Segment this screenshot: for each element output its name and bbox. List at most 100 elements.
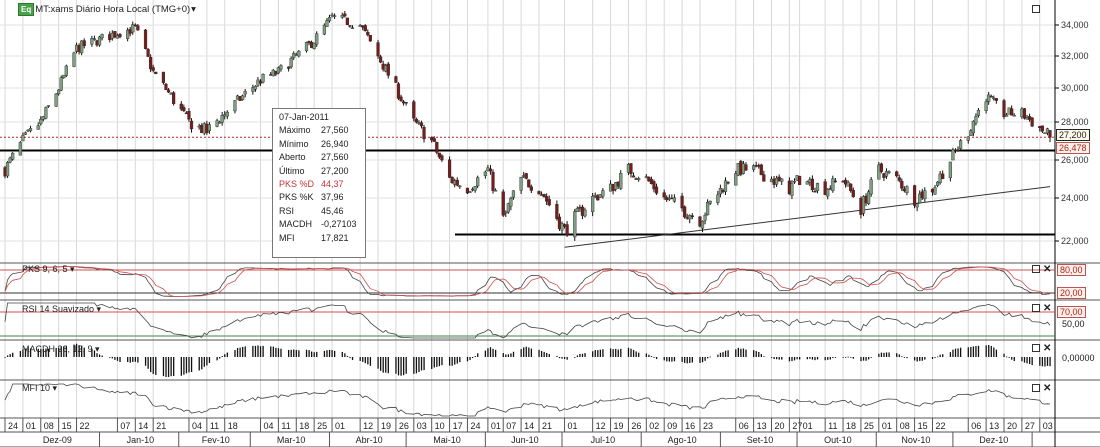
close-icon[interactable]: ✕ [1043, 343, 1052, 354]
macdh-bar [949, 352, 952, 357]
candle [241, 94, 245, 101]
macdh-bar [216, 357, 218, 361]
x-day-label: 21 [156, 421, 166, 431]
candle-body [762, 174, 766, 182]
maximize-icon[interactable] [1032, 384, 1040, 392]
candle-body [315, 33, 319, 45]
candle-body [700, 220, 705, 229]
macdh-bar [666, 357, 668, 362]
candle [322, 23, 326, 36]
macdh-bar [114, 357, 116, 360]
x-month-label: Set-10 [747, 435, 774, 445]
candle-body [261, 74, 265, 83]
candle-body [118, 34, 122, 38]
rsi-indicator-label[interactable]: RSI 14 Suavizado ▾ [22, 304, 102, 314]
macdh-bar [1049, 357, 1051, 367]
x-month-label: Jan-10 [127, 435, 155, 445]
macdh-bar [990, 345, 992, 357]
macdh-indicator-label[interactable]: MACDH 26, 12, 9 ▾ [22, 344, 100, 354]
candle-body [688, 215, 692, 220]
candle-body [62, 74, 66, 78]
candle-body [672, 197, 677, 202]
candle-body [82, 40, 86, 47]
candle [473, 185, 477, 193]
candle [90, 35, 94, 47]
macdh-bar [975, 346, 977, 357]
macdh-bar [494, 349, 497, 357]
candle [759, 163, 763, 176]
maximize-icon[interactable] [1032, 5, 1040, 13]
macdh-bar [525, 346, 527, 357]
macdh-bar [19, 350, 22, 357]
x-day-label: 07 [120, 421, 130, 431]
macdh-bar [433, 357, 435, 368]
mfi-indicator-label[interactable]: MFI 10 ▾ [22, 383, 58, 393]
candle [366, 29, 370, 37]
candle [315, 31, 319, 47]
candle-body [654, 186, 659, 194]
macdh-bar [936, 356, 939, 358]
macdh-bar [37, 348, 39, 357]
candle-body [343, 13, 347, 17]
macdh-bar [441, 357, 443, 366]
macdh-bar [119, 357, 121, 363]
candle-body [706, 201, 710, 216]
macdh-bar [1011, 357, 1013, 360]
candle-body [974, 116, 978, 124]
macdh-bar [781, 357, 783, 360]
x-day-label: 07 [506, 421, 516, 431]
maximize-icon[interactable] [1032, 304, 1040, 312]
chart-title[interactable]: Eq MT:xams Diário Hora Local (TMG+0) ▾ [18, 3, 196, 16]
pks-indicator-label[interactable]: PKS 9, 6, 5 ▾ [22, 264, 75, 274]
macdh-bar [791, 357, 793, 362]
candle-body [887, 171, 891, 173]
macdh-bar [957, 348, 959, 357]
close-icon[interactable]: ✕ [1043, 303, 1052, 314]
candle [662, 189, 666, 200]
x-day-label: 01 [491, 421, 501, 431]
x-month-label: Ago-10 [668, 435, 697, 445]
candle [151, 64, 155, 73]
candle [412, 99, 416, 122]
macdh-bar [308, 350, 310, 357]
maximize-icon[interactable] [1032, 265, 1040, 273]
candle [654, 183, 659, 195]
x-day-label: 15 [62, 421, 72, 431]
macdh-bar [487, 348, 489, 357]
macdh-bar [155, 357, 157, 375]
candle-body [126, 29, 130, 39]
candle [631, 172, 636, 178]
macdh-bar [344, 353, 346, 357]
candle-body [28, 128, 33, 132]
macdh-bar [924, 357, 926, 360]
trend-line [564, 186, 1051, 248]
candle [542, 193, 546, 198]
macdh-bar [709, 356, 711, 358]
macdh-bar [952, 349, 954, 357]
candle-body [966, 136, 970, 141]
candle [143, 29, 148, 50]
macdh-bar [270, 346, 272, 357]
chevron-down-icon[interactable]: ▾ [191, 4, 196, 15]
macdh-bar [510, 353, 512, 357]
candle [703, 212, 707, 225]
macdh-bar [242, 346, 244, 357]
candle [21, 132, 25, 142]
candle-body [501, 191, 505, 216]
candle-body [345, 17, 349, 25]
close-icon[interactable]: ✕ [1043, 264, 1052, 275]
candle [815, 182, 820, 194]
candle-body [276, 67, 280, 74]
macdh-bar [400, 357, 402, 376]
candle-body [458, 185, 462, 188]
candle [218, 120, 222, 124]
candle [304, 41, 309, 53]
candle-body [780, 178, 784, 182]
maximize-icon[interactable] [1032, 344, 1040, 352]
macdh-bar [505, 354, 507, 357]
candle-body [575, 208, 579, 213]
macdh-bar [415, 357, 418, 374]
close-icon[interactable]: ✕ [1043, 383, 1052, 394]
candle [805, 180, 809, 185]
